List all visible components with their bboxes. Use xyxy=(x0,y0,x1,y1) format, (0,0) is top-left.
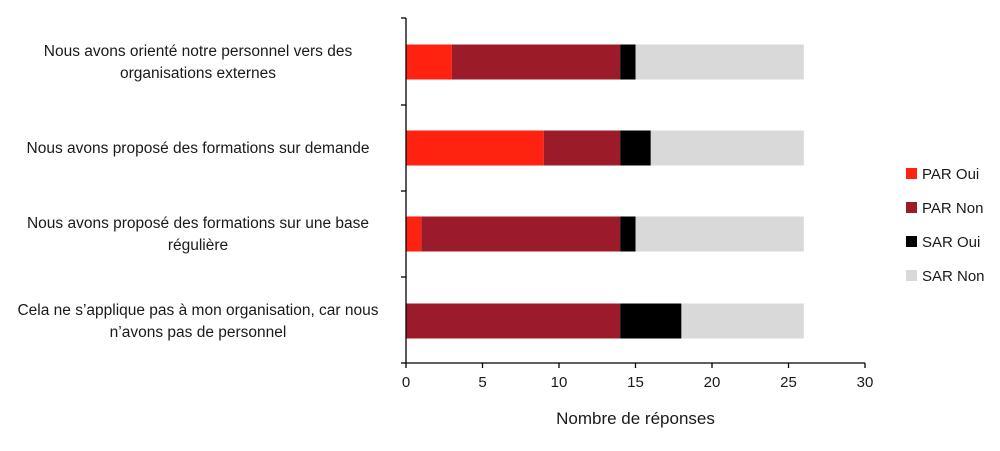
bar-segment-par-oui-cat-1 xyxy=(406,44,452,80)
x-tick-label-0: 0 xyxy=(402,374,410,391)
bar-segment-sar-non-cat-2 xyxy=(650,130,804,166)
bar-segment-par-oui-cat-2 xyxy=(406,130,544,166)
bar-segment-par-oui-cat-3 xyxy=(406,216,422,252)
category-labels: Nous avons orienté notre personnel vers … xyxy=(17,43,378,341)
bar-segment-par-non-cat-2 xyxy=(543,130,621,166)
legend-label-sar-non: SAR Non xyxy=(922,268,985,285)
bar-segment-sar-non-cat-1 xyxy=(635,44,804,80)
legend: PAR Oui PAR Non SAR Oui SAR Non xyxy=(906,166,985,285)
x-tick-label-20: 20 xyxy=(704,374,721,391)
legend-swatch-sar-non xyxy=(906,270,917,281)
bar-segment-sar-oui-cat-1 xyxy=(620,44,636,80)
legend-swatch-sar-oui xyxy=(906,236,917,247)
category-label-3-line-2: régulière xyxy=(168,237,228,254)
bar-segment-sar-oui-cat-4 xyxy=(620,303,682,339)
bar-segment-sar-oui-cat-2 xyxy=(620,130,651,166)
bar-segment-par-non-cat-3 xyxy=(421,216,621,252)
x-tick-label-10: 10 xyxy=(551,374,568,391)
bar-segment-sar-oui-cat-3 xyxy=(620,216,636,252)
bar-segment-sar-non-cat-3 xyxy=(635,216,804,252)
bar-segment-par-non-cat-4 xyxy=(406,303,621,339)
legend-swatch-par-non xyxy=(906,202,917,213)
x-tick-label-15: 15 xyxy=(627,374,644,391)
bars-group xyxy=(406,44,804,339)
legend-label-sar-oui: SAR Oui xyxy=(922,234,980,251)
x-tick-label-25: 25 xyxy=(780,374,797,391)
category-label-1-line-1: Nous avons orienté notre personnel vers … xyxy=(44,43,353,60)
x-axis-title: Nombre de réponses xyxy=(556,409,715,428)
legend-swatch-par-oui xyxy=(906,168,917,179)
legend-label-par-non: PAR Non xyxy=(922,200,983,217)
category-label-4-line-2: n’avons pas de personnel xyxy=(110,324,287,341)
category-label-2-line-1: Nous avons proposé des formations sur de… xyxy=(27,140,370,157)
category-label-3-line-1: Nous avons proposé des formations sur un… xyxy=(27,215,369,232)
x-tick-label-30: 30 xyxy=(857,374,874,391)
x-tick-label-5: 5 xyxy=(478,374,486,391)
category-label-1-line-2: organisations externes xyxy=(120,65,276,82)
axes-group: 0 5 10 15 20 25 30 Nombre de réponses xyxy=(401,17,874,428)
category-label-4-line-1: Cela ne s’applique pas à mon organisatio… xyxy=(17,302,378,319)
bar-segment-sar-non-cat-4 xyxy=(681,303,804,339)
legend-label-par-oui: PAR Oui xyxy=(922,166,979,183)
bar-segment-par-non-cat-1 xyxy=(451,44,621,80)
